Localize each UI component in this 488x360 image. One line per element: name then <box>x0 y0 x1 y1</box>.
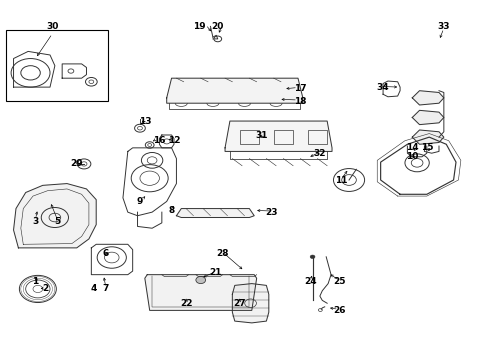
Text: 5: 5 <box>54 217 61 226</box>
Text: 21: 21 <box>209 268 221 277</box>
Text: 33: 33 <box>437 22 449 31</box>
Text: 11: 11 <box>335 176 347 185</box>
Polygon shape <box>176 208 254 217</box>
Text: 4: 4 <box>90 284 97 293</box>
Polygon shape <box>14 184 96 248</box>
Bar <box>307 130 326 144</box>
Polygon shape <box>411 130 443 144</box>
Text: 17: 17 <box>293 84 306 93</box>
Text: 28: 28 <box>216 249 228 258</box>
Text: 23: 23 <box>264 208 277 217</box>
Text: 20: 20 <box>211 22 224 31</box>
Text: 32: 32 <box>313 149 325 158</box>
Bar <box>239 130 259 144</box>
Text: 27: 27 <box>233 299 245 308</box>
Text: 29: 29 <box>70 159 83 168</box>
Text: 1: 1 <box>32 277 39 286</box>
Text: 6: 6 <box>102 249 109 258</box>
Text: 31: 31 <box>255 131 267 140</box>
Text: 19: 19 <box>193 22 205 31</box>
Text: 34: 34 <box>376 83 388 92</box>
Polygon shape <box>224 121 331 152</box>
Text: 9: 9 <box>137 197 143 206</box>
Bar <box>6 30 108 102</box>
Text: 3: 3 <box>32 217 39 226</box>
Text: 22: 22 <box>180 299 192 308</box>
Text: 25: 25 <box>332 277 345 286</box>
Polygon shape <box>144 275 256 310</box>
Polygon shape <box>232 284 268 323</box>
Text: 16: 16 <box>153 136 165 145</box>
Polygon shape <box>411 91 443 105</box>
Text: 18: 18 <box>294 97 306 106</box>
Polygon shape <box>166 78 302 103</box>
Text: 8: 8 <box>168 206 174 215</box>
Text: 2: 2 <box>42 284 48 293</box>
Text: 24: 24 <box>303 277 316 286</box>
Text: 7: 7 <box>102 284 109 293</box>
Text: 30: 30 <box>46 22 59 31</box>
Text: 15: 15 <box>420 143 432 152</box>
Text: 13: 13 <box>138 117 151 126</box>
Circle shape <box>196 276 205 284</box>
Text: 26: 26 <box>332 306 345 315</box>
Text: 10: 10 <box>405 152 418 161</box>
Polygon shape <box>411 111 443 125</box>
Text: 14: 14 <box>405 143 418 152</box>
Text: 12: 12 <box>167 136 180 145</box>
Circle shape <box>309 255 314 258</box>
Bar <box>273 130 292 144</box>
